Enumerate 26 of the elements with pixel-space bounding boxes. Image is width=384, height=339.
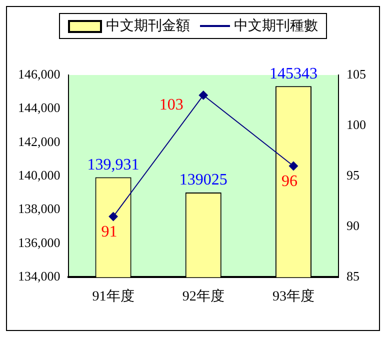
- y-tick-label: 146,000: [18, 66, 60, 82]
- y2-tick-label: 100: [346, 116, 366, 132]
- data-label: 96: [281, 173, 298, 190]
- point: [108, 212, 118, 222]
- data-label: 139,931: [87, 156, 140, 174]
- y2-tick-label: 95: [346, 168, 360, 183]
- y-tick-label: 144,000: [18, 100, 60, 116]
- y2-tick-label: 85: [346, 268, 360, 284]
- y-tick-label: 136,000: [18, 234, 60, 250]
- y-tick-label: 138,000: [18, 201, 60, 216]
- y-tick-label: 140,000: [18, 168, 60, 183]
- data-label: 145343: [269, 65, 318, 82]
- legend-label: 中文期刊種數: [234, 17, 318, 35]
- data-label: 103: [159, 96, 184, 114]
- y2-tick-label: 105: [346, 66, 366, 82]
- data-label: 91: [101, 224, 118, 241]
- x-tick-label: 91年度: [92, 288, 134, 304]
- point: [198, 90, 208, 100]
- y-tick-label: 142,000: [18, 134, 60, 149]
- y-tick-label: 134,000: [18, 268, 60, 284]
- x-tick-label: 93年度: [272, 288, 314, 304]
- legend-label: 中文期刊金額: [106, 17, 190, 35]
- x-tick-label: 92年度: [182, 288, 224, 304]
- point: [288, 161, 298, 170]
- data-label: 139025: [179, 172, 228, 189]
- y2-tick-label: 90: [346, 218, 360, 234]
